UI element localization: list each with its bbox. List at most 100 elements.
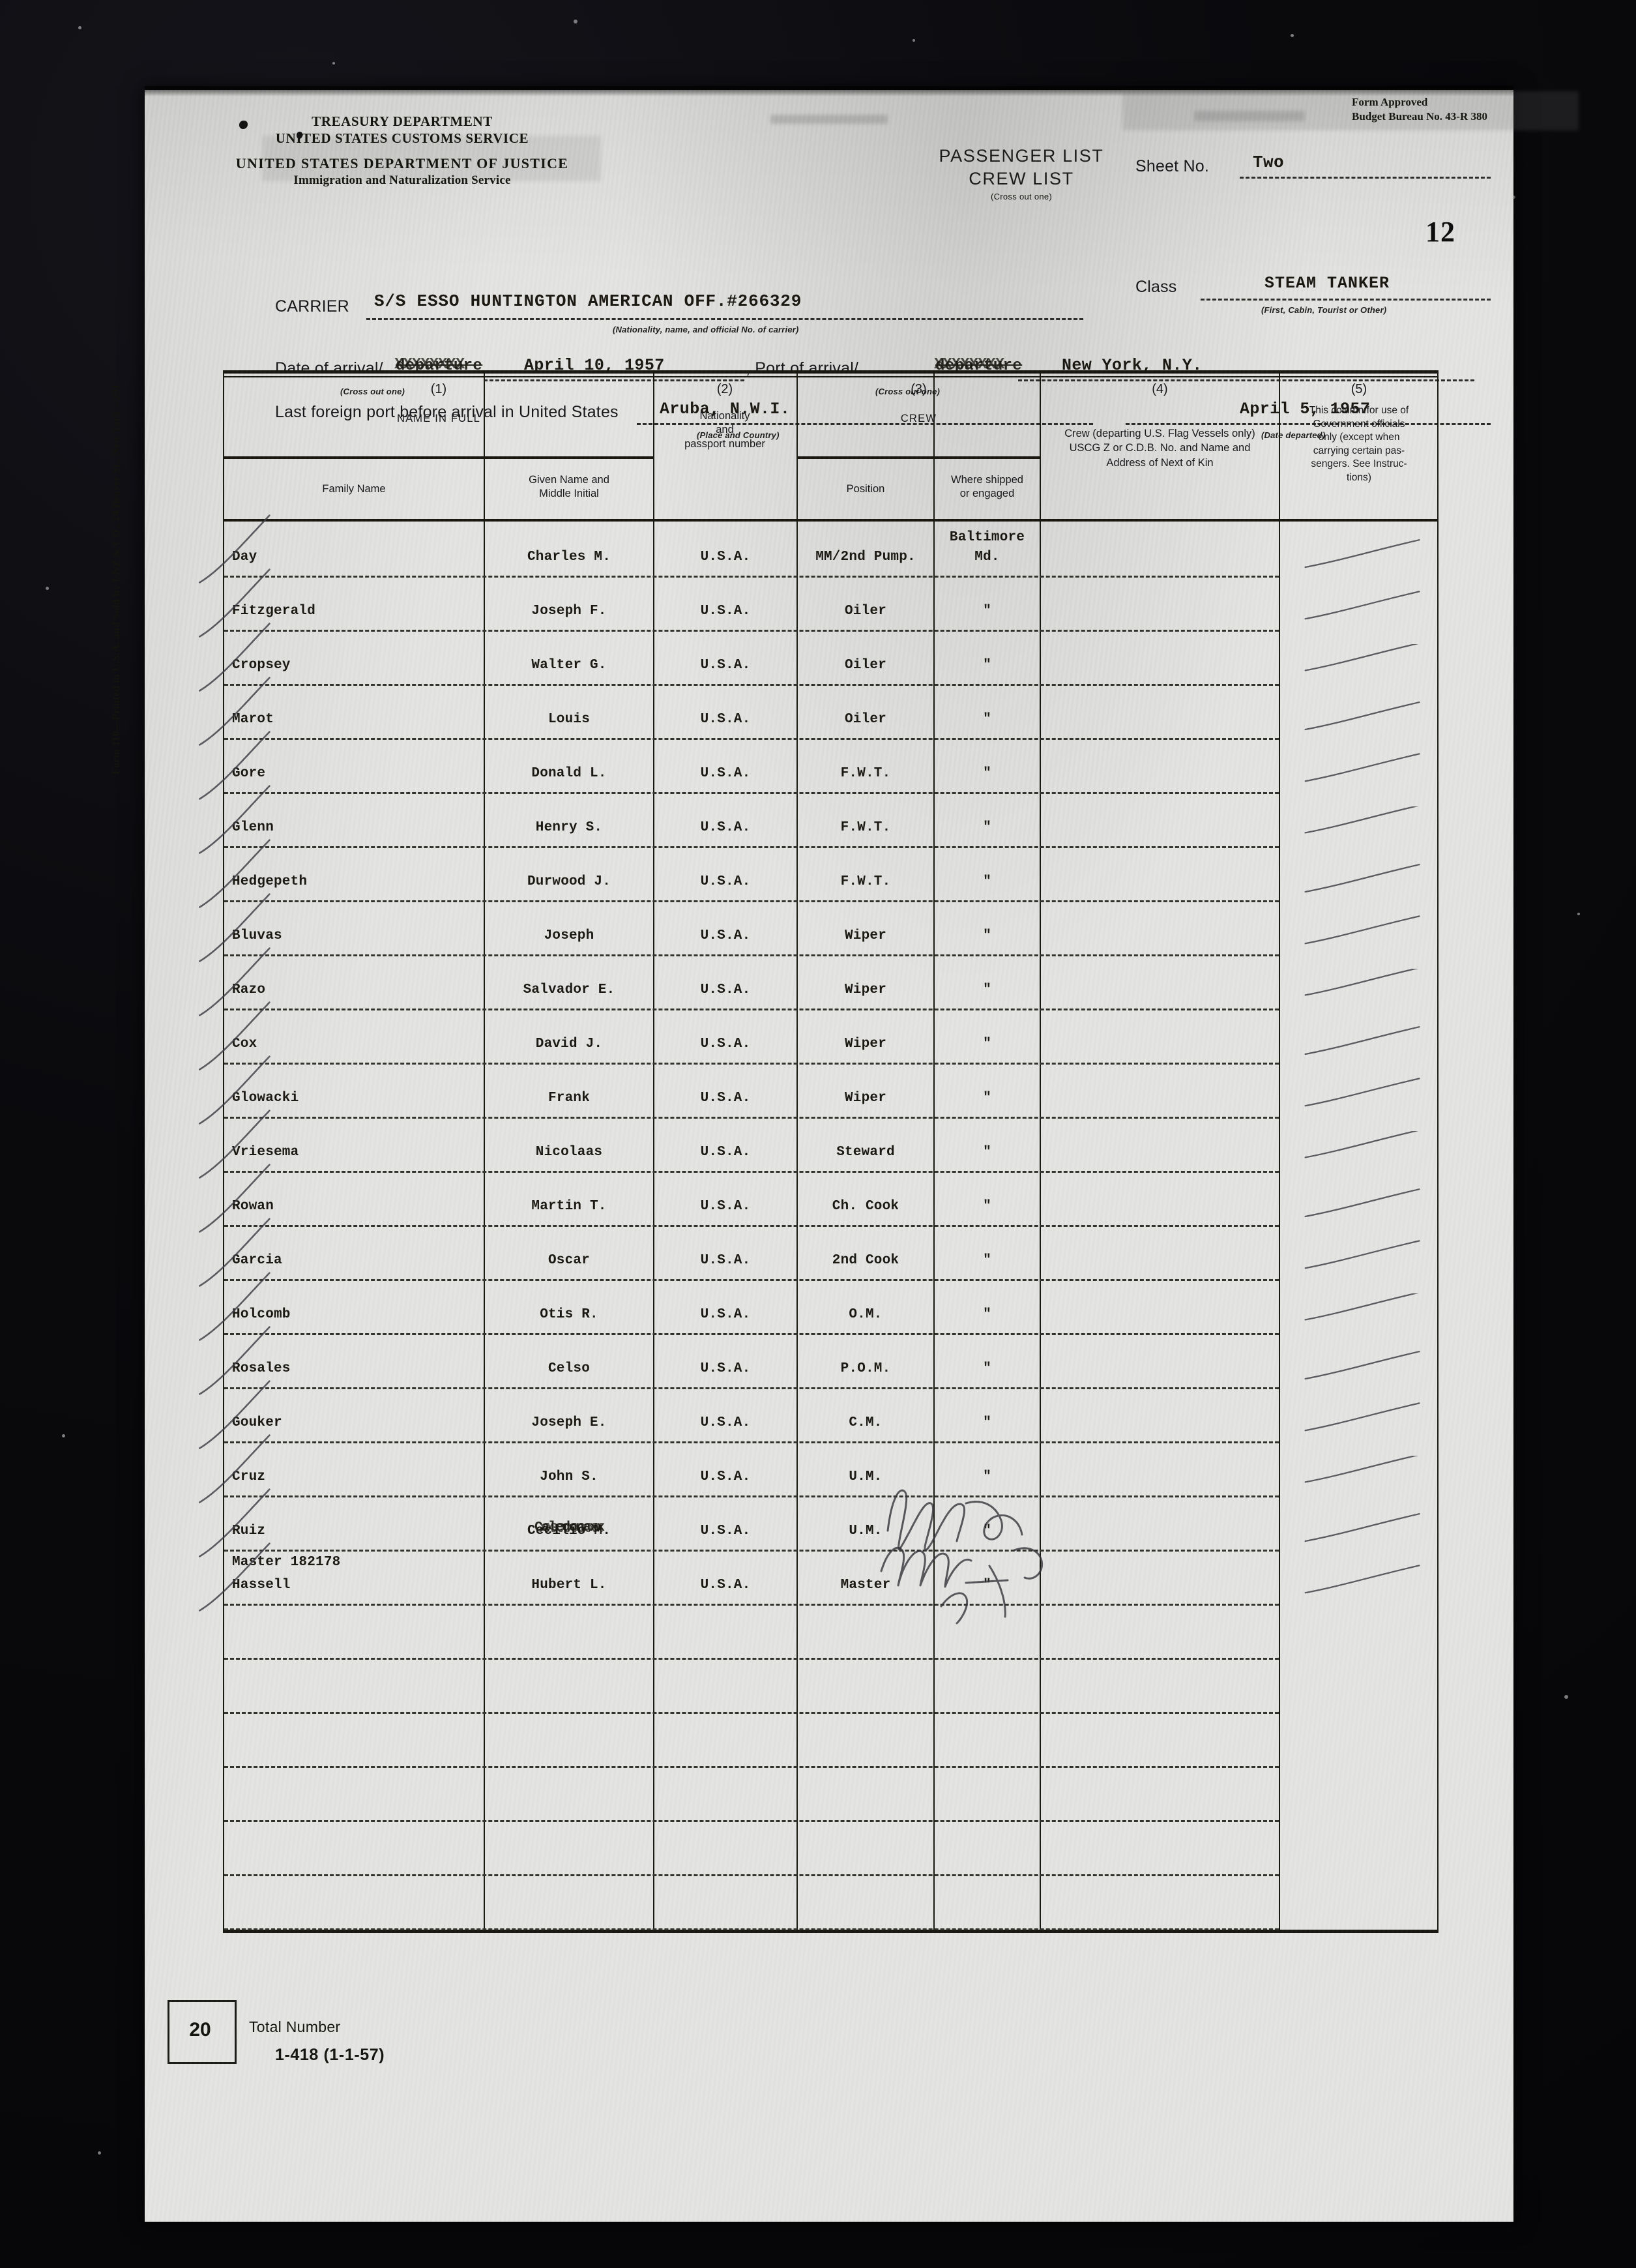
title-cross-out-caption: (Cross out one) <box>990 192 1053 202</box>
cell-position: U.M. <box>849 1524 883 1539</box>
row-separator <box>224 738 1279 740</box>
cell-given: David J. <box>535 1037 603 1052</box>
cell-family: Glenn <box>232 820 274 835</box>
row-separator <box>224 1874 1279 1876</box>
document-page: TREASURY DEPARTMENT UNITED STATES CUSTOM… <box>111 86 1579 2222</box>
port-of-arrival-cross-out-caption: (Cross out one) <box>875 387 941 396</box>
cell-where: " <box>983 1578 991 1593</box>
cell-position: 2nd Cook <box>832 1253 899 1268</box>
cell-nationality: U.S.A. <box>700 874 751 889</box>
cell-position: F.W.T. <box>840 766 891 781</box>
cell-position: Wiper <box>844 1091 886 1106</box>
last-foreign-port-rule <box>637 423 1093 425</box>
pencil-check-mark <box>1304 1188 1420 1218</box>
cell-nationality: U.S.A. <box>700 1199 751 1214</box>
pencil-check-mark <box>1304 1240 1420 1269</box>
cell-given: Charles M. <box>527 550 611 565</box>
pencil-check-mark <box>1304 753 1420 782</box>
cell-nationality: U.S.A. <box>700 1145 751 1160</box>
col-header-5: (5) This column for use of Government of… <box>1281 381 1437 485</box>
cell-nationality: U.S.A. <box>700 550 751 565</box>
total-number-value: 20 <box>189 2019 211 2040</box>
cell-given: Nicolaas <box>535 1145 603 1160</box>
row-separator <box>224 792 1279 794</box>
cell-where: " <box>983 604 991 619</box>
cell-given: Henry S. <box>535 820 603 835</box>
pencil-check-mark <box>1304 539 1420 568</box>
form-number: 1-418 (1-1-57) <box>275 2046 385 2064</box>
pencil-check-mark <box>1304 915 1420 945</box>
row-separator <box>224 576 1279 578</box>
form-approved-label: Form Approved <box>1352 96 1428 108</box>
cell-where: " <box>983 982 991 997</box>
row-separator <box>224 900 1279 902</box>
col-header-3: (3) CREW <box>798 381 1040 426</box>
row-separator <box>224 1333 1279 1335</box>
cell-where: " <box>983 928 991 943</box>
date-of-arrival-label: Date of arrival/ <box>275 359 383 377</box>
cell-nationality: U.S.A. <box>700 982 751 997</box>
title-passenger-list: PASSENGER LIST <box>939 146 1104 166</box>
cell-nationality: U.S.A. <box>700 820 751 835</box>
agency-line-2: UNITED STATES CUSTOMS SERVICE <box>275 130 529 146</box>
cell-family: Garcia <box>232 1253 282 1268</box>
cell-position: Master <box>840 1578 891 1593</box>
row-separator <box>224 684 1279 686</box>
cell-family: Fitzgerald <box>232 604 316 619</box>
pencil-check-mark <box>1304 1565 1420 1594</box>
cell-position: Oiler <box>844 658 886 673</box>
col-header-5-number: (5) <box>1351 382 1367 396</box>
cell-family: Rosales <box>232 1361 291 1376</box>
date-of-arrival-cross-out-caption: (Cross out one) <box>340 387 405 396</box>
port-of-arrival-label: , Port of arrival/ <box>746 359 859 377</box>
class-label: Class <box>1135 278 1177 296</box>
cell-family: Ruiz <box>232 1524 266 1539</box>
cell-position: P.O.M. <box>840 1361 891 1376</box>
sheet-no-value: Two <box>1253 153 1285 172</box>
cell-where: " <box>983 874 991 889</box>
cell-given: Otis R. <box>540 1307 598 1322</box>
pencil-check-mark <box>1304 644 1419 671</box>
col-sep-where-kin <box>1040 370 1041 1933</box>
pencil-check-mark <box>1304 1456 1419 1483</box>
cell-family: Razo <box>232 982 266 997</box>
header-sub-divider-left <box>224 456 653 459</box>
cell-given: Salvador E. <box>523 982 615 997</box>
row-separator <box>224 1117 1279 1119</box>
row-separator <box>224 1387 1279 1389</box>
cell-where: " <box>983 1145 991 1160</box>
col-sep-kin-gov <box>1279 370 1280 1933</box>
cell-nationality: U.S.A. <box>700 1361 751 1376</box>
cell-family: Cox <box>232 1037 257 1052</box>
ink-blot <box>239 121 248 129</box>
cell-where: " <box>983 1415 991 1430</box>
cell-given: Joseph E. <box>531 1415 607 1430</box>
cell-position: Oiler <box>844 604 886 619</box>
cell-family: Rowan <box>232 1199 274 1214</box>
cell-position: Wiper <box>844 982 886 997</box>
cell-nationality: U.S.A. <box>700 604 751 619</box>
col-header-5-label: This column for use of Government offici… <box>1309 405 1409 484</box>
cell-position: Ch. Cook <box>832 1199 899 1214</box>
cell-nationality: U.S.A. <box>700 1469 751 1484</box>
col-header-3-label: CREW <box>900 413 937 424</box>
last-foreign-port-value: Aruba, N.W.I. <box>660 400 791 419</box>
date-departed-value: April 5, 1957 <box>1240 400 1371 419</box>
cell-position: Steward <box>836 1145 895 1160</box>
title-crew-list: CREW LIST <box>969 168 1074 188</box>
cell-family: Vriesema <box>232 1145 299 1160</box>
agency-line-4: Immigration and Naturalization Service <box>293 173 511 187</box>
cell-given-overtype: Caledonaxx <box>534 1520 605 1535</box>
cell-where: " <box>983 1037 991 1052</box>
row-separator <box>224 1658 1279 1660</box>
col-header-4: (4) Crew (departing U.S. Flag Vessels on… <box>1041 381 1279 470</box>
subheader-where-shipped: Where shipped or engaged <box>951 474 1023 500</box>
cell-nationality: U.S.A. <box>700 1524 751 1539</box>
cell-given: Joseph <box>544 928 594 943</box>
date-departed-rule <box>1126 423 1491 425</box>
cell-given-overtype: XXXXXXXXX <box>539 1522 602 1537</box>
table-bottom-border <box>223 1930 1439 1933</box>
row-separator <box>224 1225 1279 1227</box>
col-header-4-number: (4) <box>1152 382 1168 396</box>
col-header-1-number: (1) <box>430 382 447 396</box>
